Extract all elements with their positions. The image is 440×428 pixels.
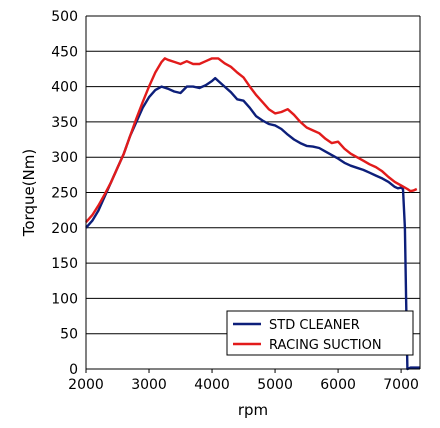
legend-box (226, 310, 414, 356)
series-line-racing-suction (85, 57, 418, 223)
y-axis-label: Torque(Nm) (20, 149, 38, 238)
x-tick-label: 6000 (320, 377, 356, 393)
y-tick-label: 200 (51, 221, 78, 237)
axes (85, 16, 421, 373)
series-layer (85, 57, 420, 371)
legend-label: RACING SUCTION (269, 338, 382, 353)
legend: STD CLEANER RACING SUCTION (226, 310, 414, 356)
y-tick-label: 450 (51, 44, 78, 60)
grid-lines (86, 15, 420, 370)
x-tick-label: 7000 (383, 377, 419, 393)
y-tick-label: 350 (51, 115, 78, 131)
x-axis-label: rpm (238, 401, 268, 419)
y-tick-label: 500 (51, 9, 78, 25)
y-tick-label: 400 (51, 80, 78, 96)
x-tick-label: 2000 (68, 377, 104, 393)
x-tick-label: 3000 (131, 377, 167, 393)
y-tick-label: 250 (51, 186, 78, 202)
tick-labels: 0 50 100 150 200 250 300 350 400 450 500 2000 3000 40… (51, 9, 419, 393)
y-tick-label: 300 (51, 150, 78, 166)
x-tick-label: 4000 (194, 377, 230, 393)
x-tick-label: 5000 (257, 377, 293, 393)
y-tick-label: 50 (60, 327, 78, 343)
series-line-std-cleaner (85, 76, 420, 371)
y-tick-label: 0 (69, 362, 78, 378)
y-tick-label: 100 (51, 291, 78, 307)
legend-label: STD CLEANER (269, 318, 360, 333)
y-tick-label: 150 (51, 256, 78, 272)
